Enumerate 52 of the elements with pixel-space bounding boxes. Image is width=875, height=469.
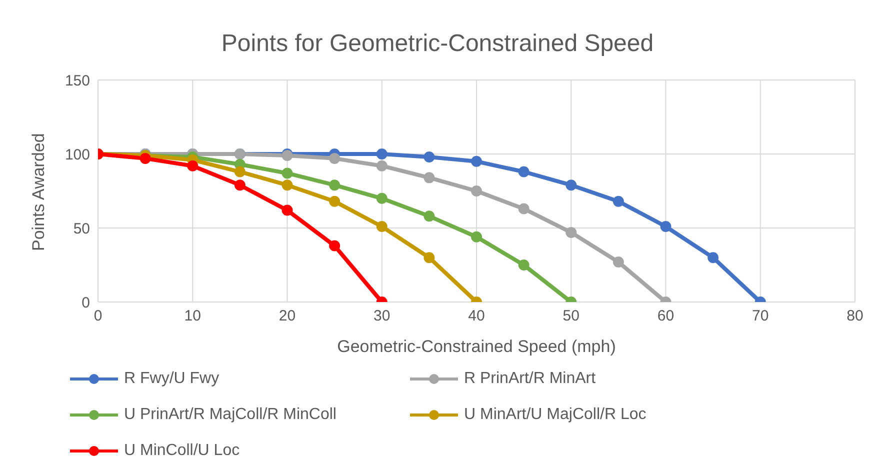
point xyxy=(376,160,388,172)
legend-label: U MinArt/U MajColl/R Loc xyxy=(464,406,646,424)
point xyxy=(282,180,293,191)
point xyxy=(566,180,577,191)
point xyxy=(612,196,624,207)
point xyxy=(424,151,435,162)
point xyxy=(376,221,388,232)
point xyxy=(376,192,388,204)
x-tick-label: 30 xyxy=(374,308,390,325)
point xyxy=(329,196,340,207)
x-tick-label: 10 xyxy=(184,308,201,325)
x-tick-label: 0 xyxy=(94,308,102,325)
point xyxy=(660,221,672,232)
point xyxy=(187,160,198,172)
legend-label: R PrinArt/R MinArt xyxy=(464,370,596,388)
y-tick-label: 0 xyxy=(82,294,90,312)
point xyxy=(471,231,482,242)
point xyxy=(424,252,435,264)
y-axis-title: Points Awarded xyxy=(29,133,48,251)
point xyxy=(282,204,293,216)
point xyxy=(329,240,340,252)
legend-label: U MinColl/U Loc xyxy=(124,442,240,460)
x-tick-label: 70 xyxy=(752,308,769,325)
x-tick-label: 20 xyxy=(278,308,296,325)
point xyxy=(424,210,435,222)
x-tick-label: 50 xyxy=(562,308,580,325)
chart-title: Points for Geometric-Constrained Speed xyxy=(220,29,655,59)
point xyxy=(566,226,577,238)
legend-label: R Fwy/U Fwy xyxy=(124,370,220,388)
point xyxy=(518,203,530,214)
y-tick-label: 150 xyxy=(64,72,90,90)
point xyxy=(140,152,151,164)
x-axis-title: Geometric-Constrained Speed (mph) xyxy=(337,337,616,356)
point xyxy=(376,148,388,160)
point xyxy=(518,166,530,178)
point xyxy=(329,180,340,191)
point xyxy=(708,252,719,264)
point xyxy=(612,256,624,268)
point xyxy=(518,260,530,270)
y-tick-label: 50 xyxy=(73,220,90,238)
point xyxy=(234,166,246,178)
point xyxy=(471,156,482,167)
y-tick-label: 100 xyxy=(64,146,90,164)
point xyxy=(282,168,293,179)
x-tick-label: 40 xyxy=(468,308,485,325)
point xyxy=(424,172,435,184)
x-tick-label: 80 xyxy=(846,308,864,325)
legend-label: U PrinArt/R MajColl/R MinColl xyxy=(124,406,336,424)
point xyxy=(329,152,340,164)
point xyxy=(234,180,246,191)
point xyxy=(471,186,482,196)
x-tick-label: 60 xyxy=(657,308,674,325)
